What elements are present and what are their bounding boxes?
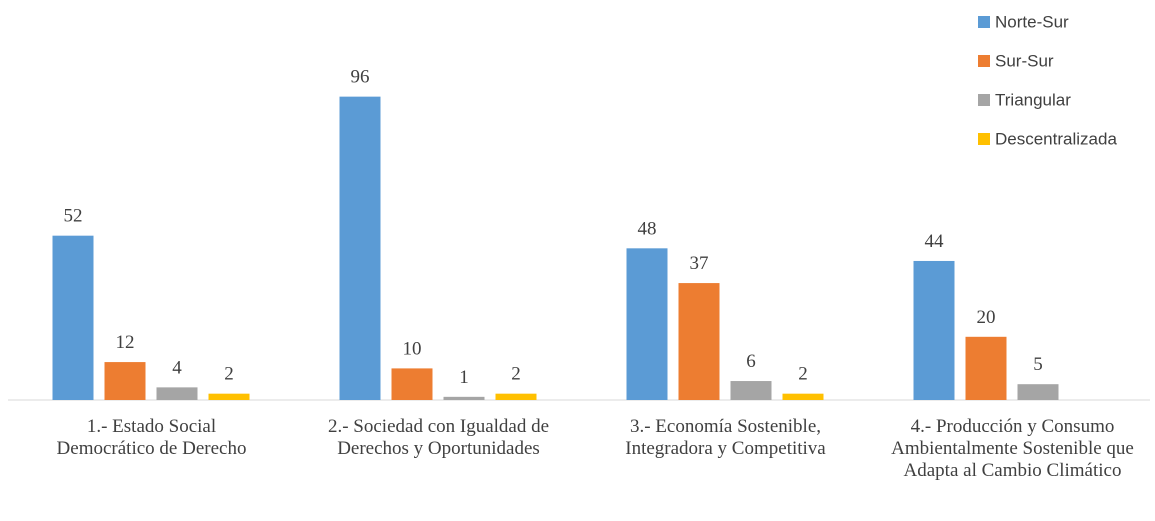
value-label: 96 <box>351 67 370 88</box>
value-label: 6 <box>746 351 756 372</box>
value-label: 48 <box>638 218 657 239</box>
legend-label: Sur-Sur <box>995 51 1054 70</box>
x-tick-label: 1.- Estado Social Democrático de Derecho <box>56 416 247 459</box>
bar <box>730 381 772 400</box>
bar <box>782 393 824 400</box>
bar <box>678 283 720 400</box>
value-label: 12 <box>116 332 135 353</box>
bar <box>965 336 1007 400</box>
value-label: 10 <box>403 338 422 359</box>
bar <box>104 362 146 400</box>
legend-swatch <box>978 133 990 145</box>
bar <box>339 96 381 400</box>
legend-label: Norte-Sur <box>995 12 1069 31</box>
value-label: 2 <box>224 364 234 385</box>
value-label: 44 <box>925 231 945 252</box>
value-label: 37 <box>690 253 709 274</box>
legend-label: Triangular <box>995 90 1071 109</box>
value-label: 2 <box>798 364 808 385</box>
x-tick-label: 3.- Economía Sostenible, Integradora y C… <box>625 416 826 459</box>
bar <box>208 393 250 400</box>
bar <box>913 260 955 400</box>
legend-label: Descentralizada <box>995 129 1117 148</box>
bar <box>156 387 198 400</box>
bar <box>626 248 668 400</box>
legend-swatch <box>978 55 990 67</box>
bar <box>495 393 537 400</box>
bar <box>1017 384 1059 400</box>
value-label: 52 <box>64 206 83 227</box>
bar <box>391 368 433 400</box>
value-label: 5 <box>1033 354 1043 375</box>
legend-swatch <box>978 94 990 106</box>
legend-swatch <box>978 16 990 28</box>
bar <box>52 235 94 400</box>
value-label: 20 <box>977 307 996 328</box>
bar <box>443 396 485 400</box>
x-tick-label: 2.- Sociedad con Igualdad de Derechos y … <box>327 416 550 459</box>
value-label: 1 <box>459 367 469 388</box>
value-label: 4 <box>172 357 182 378</box>
value-label: 2 <box>511 364 521 385</box>
x-tick-label: 4.- Producción y Consumo Ambientalmente … <box>891 416 1134 481</box>
